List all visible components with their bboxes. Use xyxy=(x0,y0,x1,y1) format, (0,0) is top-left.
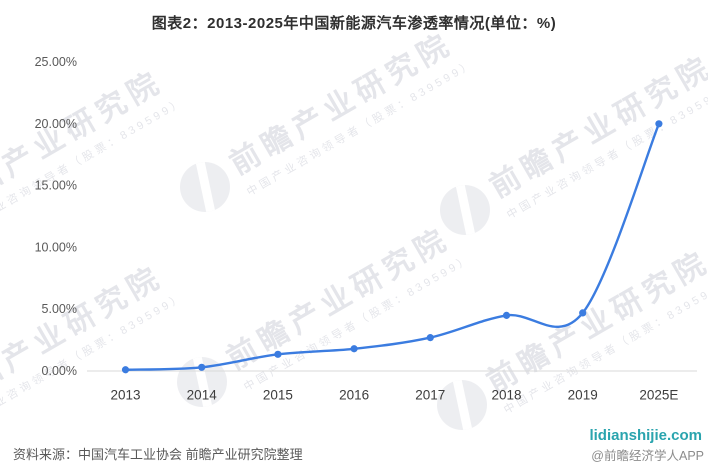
data-point-2014 xyxy=(198,363,206,371)
x-tick-label: 2019 xyxy=(568,388,598,403)
site-watermark-link[interactable]: lidianshijie.com xyxy=(589,427,702,444)
y-tick-label: 10.00% xyxy=(35,240,77,254)
data-point-2013 xyxy=(121,366,130,374)
x-tick-label: 2014 xyxy=(187,388,218,403)
penetration-rate-line xyxy=(124,122,661,371)
x-tick-label: 2013 xyxy=(110,388,140,403)
data-point-2016 xyxy=(350,345,358,353)
data-point-2017 xyxy=(426,334,434,342)
y-tick-label: 5.00% xyxy=(42,302,77,316)
x-tick-label: 2015 xyxy=(263,388,293,403)
y-tick-label: 15.00% xyxy=(35,179,77,193)
y-tick-label: 0.00% xyxy=(42,364,77,378)
x-tick-label: 2018 xyxy=(491,388,521,403)
y-tick-label: 20.00% xyxy=(35,117,77,131)
x-tick-label: 2016 xyxy=(339,388,369,403)
data-point-2019 xyxy=(579,309,587,317)
x-tick-label: 2025E xyxy=(639,388,678,403)
data-point-2025E xyxy=(655,120,663,128)
chart-title: 图表2：2013-2025年中国新能源汽车渗透率情况(单位：%) xyxy=(151,15,557,32)
data-point-2015 xyxy=(274,350,282,358)
x-tick-label: 2017 xyxy=(415,388,445,403)
y-tick-label: 25.00% xyxy=(35,55,77,69)
data-point-2018 xyxy=(502,311,511,319)
app-handle: @前瞻经济学人APP xyxy=(591,449,704,463)
source-note: 资料来源：中国汽车工业协会 前瞻产业研究院整理 xyxy=(13,447,303,462)
